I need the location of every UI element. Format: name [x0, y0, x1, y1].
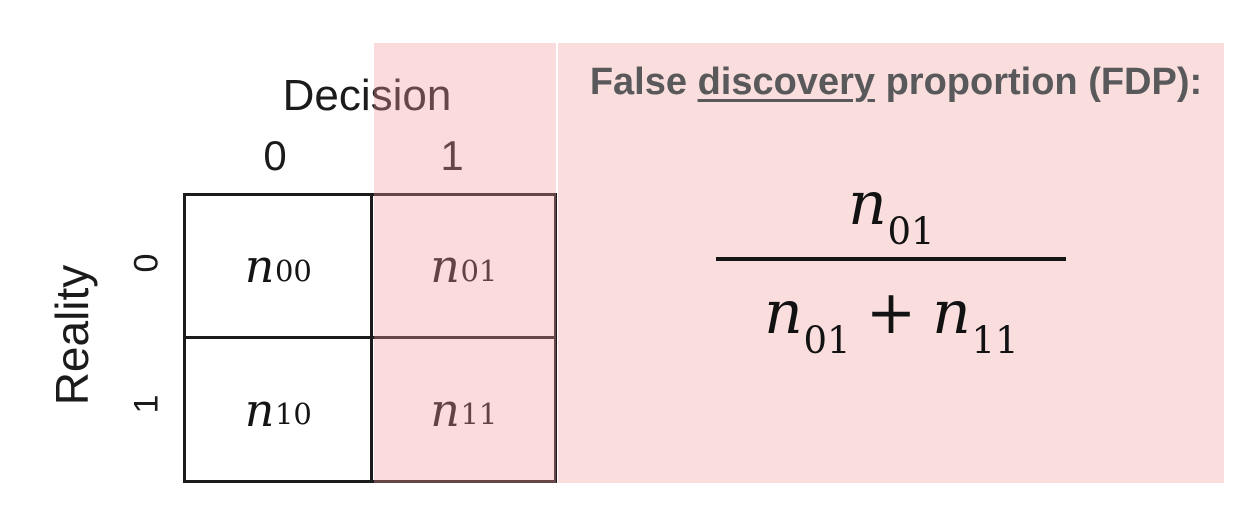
fdp-formula-denominator: n01 + n11 — [764, 283, 1019, 359]
cell-n10-base: n — [244, 382, 275, 437]
fdp-highlight-panel — [558, 43, 1224, 483]
fdp-formula-numerator: n01 — [848, 174, 934, 250]
cell-n00: n 00 — [186, 196, 370, 336]
column-header-0: 0 — [263, 132, 287, 179]
cell-n11-base: n — [430, 382, 460, 437]
cell-n01-base: n — [430, 239, 460, 293]
plus-operator: + — [865, 278, 917, 348]
numerator-base: n — [848, 169, 887, 239]
fraction-bar — [716, 257, 1066, 261]
fdp-formula: n01 n01 + n11 — [666, 174, 1116, 359]
cell-n01-subscript: 01 — [460, 253, 498, 288]
cell-n01: n 01 — [373, 196, 554, 336]
fdp-title-pre: False — [589, 61, 698, 103]
confusion-matrix-table: n 00 n 01 n 10 n 11 — [183, 193, 557, 483]
denominator-left-base: n — [764, 278, 803, 348]
cell-n00-subscript: 00 — [274, 253, 312, 288]
denominator-left-subscript: 01 — [803, 319, 851, 363]
numerator-subscript: 01 — [887, 210, 935, 254]
fdp-title-post: proportion (FDP): — [875, 61, 1203, 103]
matrix-horizontal-divider — [186, 336, 554, 339]
cell-n10-subscript: 10 — [274, 397, 312, 432]
denominator-right-subscript: 11 — [971, 319, 1019, 363]
fdp-title: False discovery proportion (FDP): — [558, 61, 1224, 104]
reality-axis-label: Reality — [46, 264, 98, 406]
cell-n11: n 11 — [373, 339, 554, 480]
decision-axis-label: Decision — [282, 71, 452, 120]
cell-n10: n 10 — [186, 339, 370, 480]
denominator-right-base: n — [932, 278, 971, 348]
fdp-title-underlined-word: discovery — [697, 61, 876, 103]
row-header-0: 0 — [127, 253, 166, 273]
cell-n11-subscript: 11 — [460, 397, 498, 432]
row-header-1: 1 — [127, 394, 166, 414]
column-header-1: 1 — [440, 132, 464, 179]
cell-n00-base: n — [244, 239, 275, 293]
